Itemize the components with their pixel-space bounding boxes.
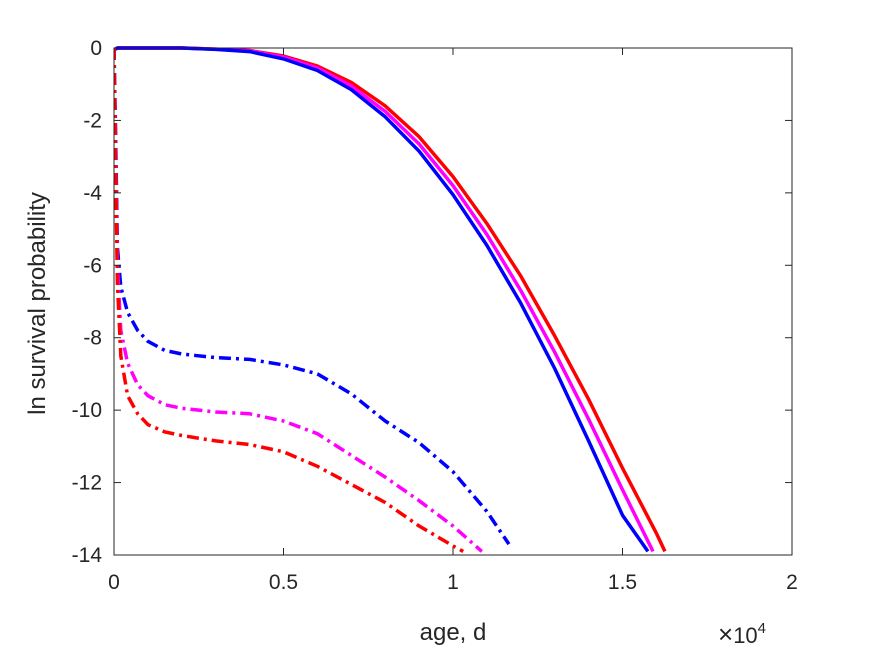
plot-lines: [114, 46, 667, 553]
series-line-3-solid: [114, 46, 650, 553]
x-tick-label-3: 1.5: [608, 571, 637, 594]
axes: [113, 47, 793, 556]
y-tick-label-0: 0: [90, 37, 102, 60]
y-axis-label: ln survival probability: [24, 192, 51, 415]
x-tick-label-1: 0.5: [269, 571, 298, 594]
y-tick-label-2: -4: [83, 182, 102, 205]
series-line-5-dashdot: [114, 47, 483, 553]
y-tick-label-1: -2: [83, 109, 102, 132]
x-axis-exponent-label: ×104: [718, 619, 766, 649]
y-tick-label-6: -12: [72, 472, 102, 495]
x-tick-label-4: 2: [786, 571, 798, 594]
tick-labels: 0 0.5 1 1.5 2 0 -2 -4 -6 -8 -10 -12 -14: [72, 37, 798, 594]
x-axis-label: age, d: [420, 619, 487, 646]
x-tick-label-2: 1: [447, 571, 459, 594]
series-line-6-dashdot: [114, 47, 465, 553]
y-tick-label-3: -6: [83, 254, 102, 277]
x-exponent-base: 10: [733, 623, 757, 648]
y-tick-label-4: -8: [83, 327, 102, 350]
x-exponent-power: 4: [758, 620, 766, 637]
y-tick-label-7: -14: [72, 544, 103, 567]
y-tick-label-5: -10: [72, 399, 102, 422]
x-tick-label-0: 0: [108, 571, 120, 594]
x-exponent-times: ×: [718, 619, 733, 649]
